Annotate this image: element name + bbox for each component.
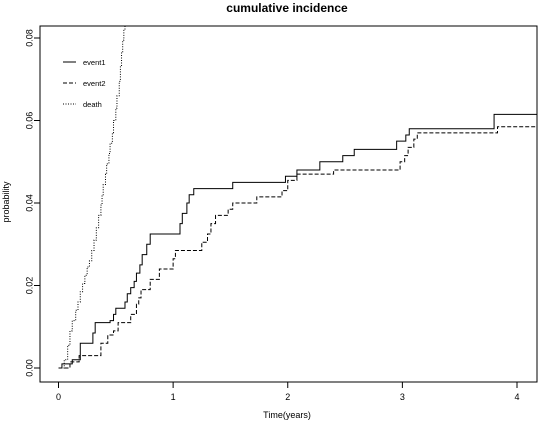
legend-label-death: death (83, 100, 102, 109)
y-tick-label: 0.04 (24, 194, 34, 212)
series-line-death (58, 26, 126, 369)
y-tick-label: 0.00 (24, 359, 34, 377)
y-tick-label: 0.08 (24, 29, 34, 47)
chart-title: cumulative incidence (226, 1, 348, 15)
series-line-event1 (58, 113, 537, 369)
y-axis-label: probability (1, 181, 11, 223)
legend: event1 event2 death (63, 58, 106, 109)
series-line-event2 (58, 126, 537, 369)
legend-label-event1: event1 (83, 58, 106, 67)
series-group (58, 26, 537, 369)
axes: 0 1 2 3 4 0.00 0.02 0.04 0.06 0.08 (24, 25, 538, 402)
x-tick-label: 3 (400, 392, 405, 402)
x-tick-label: 4 (514, 392, 519, 402)
x-tick-label: 1 (171, 392, 176, 402)
x-axis-label: Time(years) (263, 410, 311, 420)
legend-label-event2: event2 (83, 79, 106, 88)
plot-frame (39, 25, 538, 383)
x-tick-label: 0 (56, 392, 61, 402)
x-tick-label: 2 (285, 392, 290, 402)
y-tick-label: 0.06 (24, 112, 34, 130)
y-tick-label: 0.02 (24, 277, 34, 295)
